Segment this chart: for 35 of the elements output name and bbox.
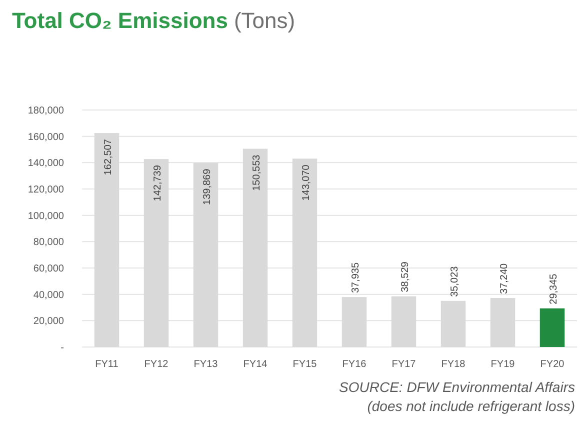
text: (does not include refrigerant loss): [367, 398, 575, 414]
y-tick-label: 20,000: [33, 316, 64, 328]
x-tick-label: FY18: [441, 359, 466, 370]
y-tick-label: 100,000: [28, 210, 64, 222]
x-tick-label: FY17: [392, 359, 416, 370]
data-label: 29,345: [548, 273, 560, 304]
data-label: 37,935: [350, 262, 362, 294]
x-tick-label: FY11: [95, 359, 119, 370]
y-tick-label: -: [60, 342, 64, 354]
x-tick-label: FY20: [540, 359, 565, 370]
y-tick-label: 140,000: [28, 158, 64, 170]
y-tick-label: 120,000: [28, 184, 64, 196]
y-tick-label: 180,000: [28, 106, 64, 116]
source-note: SOURCE: DFW Environmental Affairs: [339, 379, 575, 395]
data-label: 35,023: [449, 266, 460, 297]
x-tick-label: FY14: [243, 359, 268, 370]
data-label: 139,869: [202, 168, 213, 205]
x-tick-label: FY16: [342, 359, 367, 370]
y-tick-label: 40,000: [33, 290, 64, 301]
data-label: 37,240: [498, 262, 510, 294]
data-label: 150,553: [251, 154, 262, 191]
chart-subtitle: (Tons): [234, 8, 296, 33]
y-tick-label: 80,000: [33, 237, 64, 248]
data-label: 143,070: [300, 164, 312, 201]
data-label: 142,739: [152, 164, 164, 202]
x-tick-label: FY19: [490, 359, 516, 370]
chart-title: Total CO₂ Emissions: [12, 8, 228, 33]
x-tick-label: FY13: [194, 359, 218, 370]
x-tick-label: FY15: [292, 359, 318, 370]
bar: [540, 308, 565, 347]
y-tick-label: 160,000: [28, 132, 64, 143]
data-label: 162,507: [102, 138, 114, 176]
data-label: 38,529: [400, 261, 411, 292]
y-tick-label: 60,000: [33, 264, 64, 274]
x-tick-label: FY12: [144, 359, 169, 370]
